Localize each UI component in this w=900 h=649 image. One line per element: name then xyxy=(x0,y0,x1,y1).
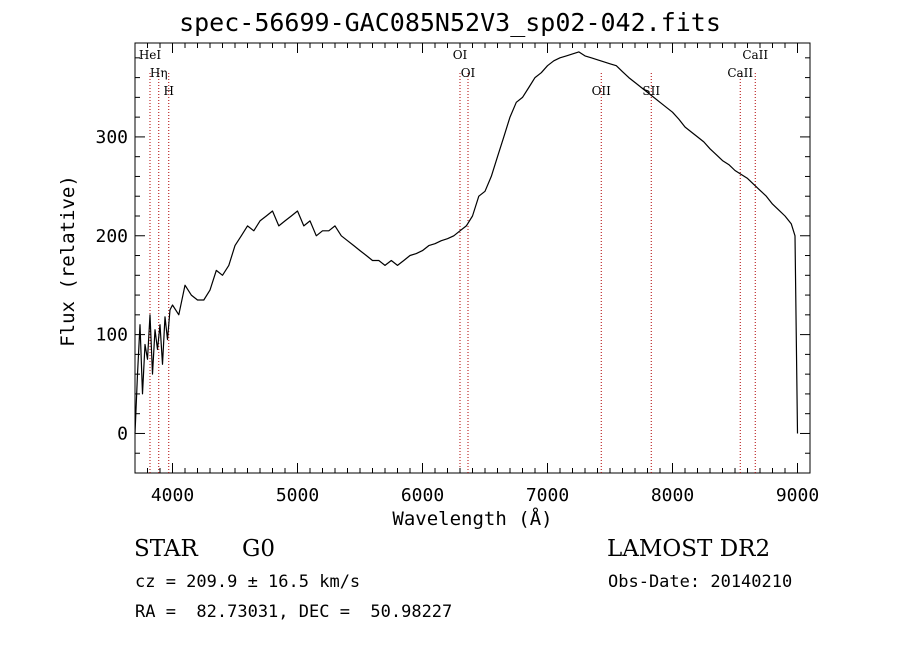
axis-tick-labels: 4000 5000 6000 7000 8000 9000 0 100 200 300 xyxy=(95,127,819,506)
spectrum-line xyxy=(134,51,799,434)
spectral-line-label: CaII xyxy=(727,66,753,80)
spectrum-series xyxy=(134,51,799,434)
x-tick-label: 4000 xyxy=(151,485,194,506)
redshift-velocity: cz = 209.9 ± 16.5 km/s xyxy=(135,572,361,592)
plot-frame xyxy=(134,42,811,474)
observation-date: Obs-Date: 20140210 xyxy=(608,572,793,592)
plot-border xyxy=(134,42,811,474)
spectral-line-label: HeI xyxy=(139,48,162,62)
x-axis-label: Wavelength (Å) xyxy=(392,508,553,530)
spectral-line-label: OI xyxy=(453,48,468,62)
ra-dec-coordinates: RA = 82.73031, DEC = 50.98227 xyxy=(135,602,453,622)
survey-name: LAMOST DR2 xyxy=(607,536,771,562)
y-axis-label: Flux (relative) xyxy=(57,175,79,347)
object-subclass: G0 xyxy=(242,536,276,562)
spectral-line-label: SII xyxy=(642,84,660,98)
object-type: STAR xyxy=(134,536,198,562)
spectral-line-label: H xyxy=(164,84,174,98)
x-tick-label: 9000 xyxy=(776,485,819,506)
axis-ticks xyxy=(135,43,810,474)
chart-title: spec-56699-GAC085N52V3_sp02-042.fits xyxy=(179,8,721,37)
x-tick-label: 5000 xyxy=(276,485,319,506)
spectral-line-label: Hη xyxy=(150,66,168,80)
spectral-line-label: CaII xyxy=(742,48,768,62)
spectral-line-labels: HeI Hη H OI OI OII SII CaII CaII xyxy=(139,48,769,98)
y-tick-label: 100 xyxy=(95,325,128,346)
x-tick-label: 7000 xyxy=(526,485,569,506)
y-tick-label: 300 xyxy=(95,127,128,148)
y-tick-label: 0 xyxy=(117,423,128,444)
y-tick-label: 200 xyxy=(95,226,128,247)
spectral-line-label: OI xyxy=(461,66,476,80)
x-tick-label: 8000 xyxy=(651,485,694,506)
x-tick-label: 6000 xyxy=(401,485,444,506)
spectral-line-label: OII xyxy=(592,84,612,98)
spectral-line-markers xyxy=(149,73,756,473)
